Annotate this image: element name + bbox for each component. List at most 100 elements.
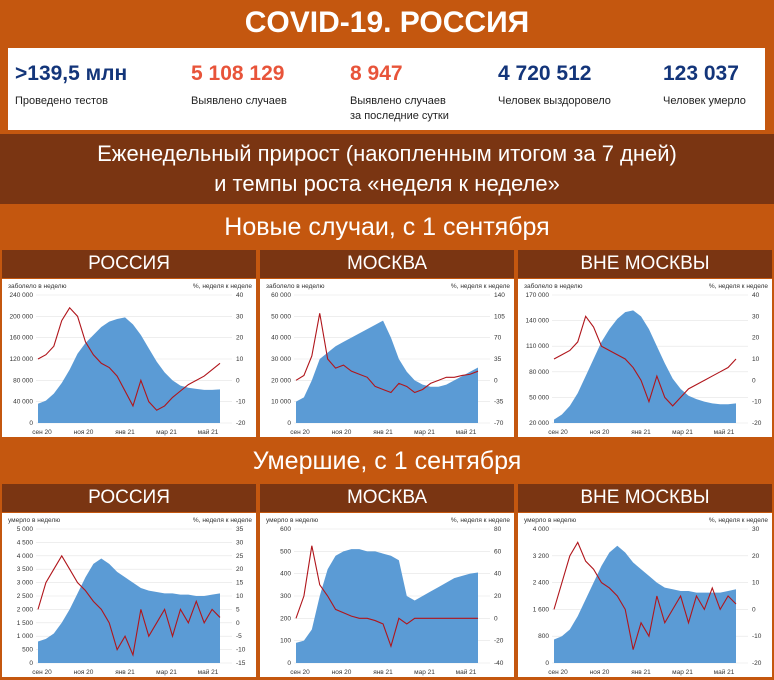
y2-tick-label: 0 bbox=[236, 620, 240, 627]
y2-tick-label: -10 bbox=[236, 399, 246, 406]
x-tick-label: ноя 20 bbox=[590, 429, 610, 436]
y2-tick-label: 10 bbox=[752, 580, 760, 587]
x-tick-label: май 21 bbox=[198, 428, 219, 436]
y2-tick-label: -10 bbox=[752, 633, 762, 640]
y2-tick-label: 30 bbox=[236, 313, 244, 320]
weekly-header-line1: Еженедельный прирост (накопленным итогом… bbox=[97, 141, 677, 166]
y2-tick-label: 20 bbox=[236, 566, 244, 573]
page-title: COVID-19. РОССИЯ bbox=[0, 0, 774, 46]
y2-tick-label: -15 bbox=[236, 660, 246, 667]
y-tick-label: 3 200 bbox=[533, 553, 550, 560]
y2-tick-label: -10 bbox=[236, 647, 246, 654]
y2-tick-label: 35 bbox=[494, 356, 502, 363]
x-tick-label: сен 20 bbox=[290, 429, 310, 436]
x-tick-label: мар 21 bbox=[414, 429, 435, 436]
chart-svg: умерло в неделю %, неделя к неделе 0 500 1 0… bbox=[8, 517, 252, 676]
chart-moscow-deaths: умерло в неделю%, неделя к неделе 0 100 200… bbox=[260, 513, 514, 677]
chart-outside-deaths: умерло в неделю %, неделя к неделе 0 800 1 6… bbox=[518, 513, 772, 677]
panel-title-russia-cases: РОССИЯ bbox=[2, 250, 256, 278]
y-tick-label: 80 000 bbox=[529, 369, 549, 376]
x-tick-label: янв 21 bbox=[115, 429, 135, 436]
y-axis-title: заболело в неделю bbox=[524, 282, 583, 290]
line-series bbox=[37, 306, 221, 411]
stat-value: 5 108 129 bbox=[191, 62, 285, 85]
y-axis-title: умерло в неделю bbox=[266, 517, 318, 524]
x-tick-label: мар 21 bbox=[156, 669, 177, 676]
x-tick-label: сен 20 bbox=[548, 669, 568, 676]
stat-label: Выявлено случаев bbox=[191, 95, 287, 107]
y-tick-label: 400 bbox=[280, 571, 291, 578]
y2-tick-label: 15 bbox=[236, 580, 244, 587]
y-tick-label: 60 000 bbox=[271, 292, 291, 299]
x-tick-label: сен 20 bbox=[32, 669, 52, 676]
line-series bbox=[553, 315, 737, 407]
y2-tick-label: -40 bbox=[494, 660, 504, 667]
chart-svg: заболело в неделю %, неделя к неделе 0 40 0… bbox=[8, 282, 252, 436]
line-series bbox=[295, 545, 478, 649]
line-series bbox=[553, 541, 737, 650]
y2-tick-label: 40 bbox=[494, 571, 502, 578]
y2-tick-label: 105 bbox=[494, 313, 505, 320]
y2-tick-label: 20 bbox=[752, 553, 760, 560]
y-axis-title: умерло в неделю bbox=[8, 517, 60, 524]
y2-tick-label: 10 bbox=[752, 356, 760, 363]
y2-tick-label: 140 bbox=[494, 292, 505, 299]
x-tick-label: ноя 20 bbox=[590, 669, 610, 676]
y-tick-label: 1 600 bbox=[533, 606, 550, 613]
y2-tick-label: 20 bbox=[494, 593, 502, 600]
weekly-growth-header: Еженедельный прирост (накопленным итогом… bbox=[0, 134, 774, 204]
deaths-header: Умершие, с 1 сентября bbox=[0, 440, 774, 482]
y2-tick-label: -20 bbox=[752, 420, 762, 427]
y-tick-label: 4 000 bbox=[17, 553, 34, 560]
y2-tick-label: 30 bbox=[752, 526, 760, 533]
y-tick-label: 120 000 bbox=[10, 356, 34, 363]
stat-label-line2: за последние сутки bbox=[350, 110, 449, 122]
panel-title-russia-deaths: РОССИЯ bbox=[2, 484, 256, 512]
y-tick-label: 300 bbox=[280, 593, 291, 600]
y2-tick-label: -20 bbox=[236, 420, 246, 427]
x-tick-label: ноя 20 bbox=[332, 669, 352, 676]
chart-svg: умерло в неделю %, неделя к неделе 0 800 1 6… bbox=[524, 517, 768, 676]
x-tick-label: янв 21 bbox=[631, 669, 651, 676]
x-tick-label: ноя 20 bbox=[74, 429, 94, 436]
y-tick-label: 20 000 bbox=[529, 420, 549, 427]
y-tick-label: 5 000 bbox=[17, 526, 34, 533]
y-tick-label: 600 bbox=[280, 526, 291, 533]
panel-title-moscow-cases: МОСКВА bbox=[260, 250, 514, 278]
y-tick-label: 140 000 bbox=[526, 318, 550, 325]
y2-axis-title: %, неделя к неделе bbox=[193, 517, 252, 524]
stat-value: 8 947 bbox=[350, 62, 403, 85]
x-tick-label: сен 20 bbox=[32, 429, 52, 436]
y-tick-label: 200 bbox=[280, 615, 291, 622]
x-tick-label: май 21 bbox=[714, 428, 735, 436]
y-tick-label: 100 bbox=[280, 638, 291, 645]
y2-tick-label: 70 bbox=[494, 335, 502, 342]
x-tick-label: ноя 20 bbox=[74, 669, 94, 676]
y2-tick-label: 60 bbox=[494, 548, 502, 555]
y-tick-label: 4 500 bbox=[17, 539, 34, 546]
y-tick-label: 3 000 bbox=[17, 580, 34, 587]
y2-tick-label: 40 bbox=[236, 292, 244, 299]
y2-tick-label: 35 bbox=[236, 526, 244, 533]
x-tick-label: янв 21 bbox=[373, 669, 393, 676]
y2-tick-label: 40 bbox=[752, 292, 760, 299]
weekly-header-line2: и темпы роста «неделя к неделе» bbox=[214, 171, 560, 196]
y-tick-label: 0 bbox=[287, 420, 291, 427]
chart-russia-cases: заболело в неделю %, неделя к неделе 0 40 0… bbox=[2, 279, 256, 437]
y-tick-label: 80 000 bbox=[13, 377, 33, 384]
y2-axis-title: %, неделя к неделе bbox=[451, 283, 510, 290]
y2-tick-label: 0 bbox=[752, 377, 756, 384]
area-series bbox=[296, 549, 478, 663]
y2-tick-label: 20 bbox=[236, 335, 244, 342]
y-tick-label: 3 500 bbox=[17, 566, 34, 573]
y2-tick-label: -20 bbox=[494, 638, 504, 645]
stat-value: 123 037 bbox=[663, 62, 739, 85]
y2-axis-title: %, неделя к неделе bbox=[709, 517, 768, 524]
y2-tick-label: 5 bbox=[236, 606, 240, 613]
y2-tick-label: 0 bbox=[752, 606, 756, 613]
y2-axis-title: %, неделя к неделе bbox=[193, 283, 252, 290]
y2-tick-label: -5 bbox=[236, 633, 242, 640]
y2-tick-label: -35 bbox=[494, 399, 504, 406]
x-tick-label: май 21 bbox=[714, 668, 735, 676]
stat-label: Человек умерло bbox=[663, 95, 746, 107]
